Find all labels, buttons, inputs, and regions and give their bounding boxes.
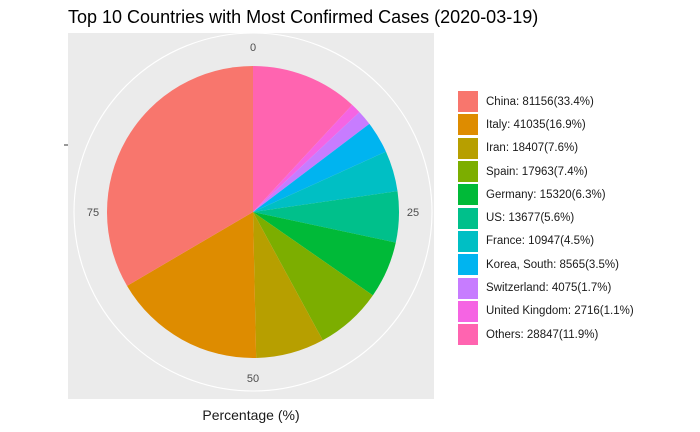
pie-slice-italy — [127, 212, 257, 359]
legend-item: Italy: 41035(16.9%) — [458, 113, 634, 136]
legend-key — [458, 184, 478, 206]
legend-item: Iran: 18407(7.6%) — [458, 137, 634, 160]
pie-slice-spain — [253, 212, 373, 341]
legend: China: 81156(33.4%) Italy: 41035(16.9%) Ir… — [458, 90, 634, 346]
theta-tick-label: 75 — [87, 207, 99, 219]
legend-item: China: 81156(33.4%) — [458, 90, 634, 113]
theta-tick-label: 25 — [407, 207, 419, 219]
legend-label: Italy: 41035(16.9%) — [486, 118, 586, 131]
legend-key — [458, 161, 478, 183]
theta-tick-label: 0 — [250, 42, 256, 54]
pie-slice-france — [253, 151, 398, 212]
legend-item: US: 13677(5.6%) — [458, 206, 634, 229]
legend-label: Iran: 18407(7.6%) — [486, 142, 579, 155]
legend-label: Switzerland: 4075(1.7%) — [486, 282, 612, 295]
theta-tick-label: 50 — [247, 373, 259, 385]
legend-key — [458, 324, 478, 346]
legend-label: Spain: 17963(7.4%) — [486, 165, 588, 178]
legend-item: Germany: 15320(6.3%) — [458, 183, 634, 206]
legend-key — [458, 207, 478, 229]
legend-key — [458, 254, 478, 276]
legend-label: Korea, South: 8565(3.5%) — [486, 258, 619, 271]
legend-key — [458, 91, 478, 113]
legend-item: Others: 28847(11.9%) — [458, 323, 634, 346]
legend-label: US: 13677(5.6%) — [486, 212, 575, 225]
legend-item: Spain: 17963(7.4%) — [458, 160, 634, 183]
legend-item: Korea, South: 8565(3.5%) — [458, 253, 634, 276]
pie-slice-us — [253, 191, 400, 243]
legend-label: France: 10947(4.5%) — [486, 235, 595, 248]
x-axis-label: Percentage (%) — [202, 407, 300, 423]
pie-slice-others — [253, 66, 353, 212]
pie-slice-united-kingdom — [253, 104, 360, 212]
legend-label: United Kingdom: 2716(1.1%) — [486, 305, 634, 318]
grid-circle-0 — [73, 32, 433, 392]
pie-slice-china — [106, 66, 254, 286]
legend-item: France: 10947(4.5%) — [458, 230, 634, 253]
legend-item: United Kingdom: 2716(1.1%) — [458, 300, 634, 323]
pie-slice-iran — [253, 212, 323, 358]
pie-slice-korea-south — [253, 123, 386, 212]
legend-label: Germany: 15320(6.3%) — [486, 188, 606, 201]
legend-key — [458, 230, 478, 252]
legend-label: China: 81156(33.4%) — [486, 95, 594, 108]
legend-key — [458, 300, 478, 322]
legend-key — [458, 114, 478, 136]
pie-slice-switzerland — [253, 112, 370, 212]
legend-key — [458, 137, 478, 159]
legend-key — [458, 277, 478, 299]
legend-label: Others: 28847(11.9%) — [486, 328, 599, 341]
legend-item: Switzerland: 4075(1.7%) — [458, 276, 634, 299]
chart-title: Top 10 Countries with Most Confirmed Cas… — [68, 7, 539, 27]
pie-slice-germany — [253, 212, 396, 296]
